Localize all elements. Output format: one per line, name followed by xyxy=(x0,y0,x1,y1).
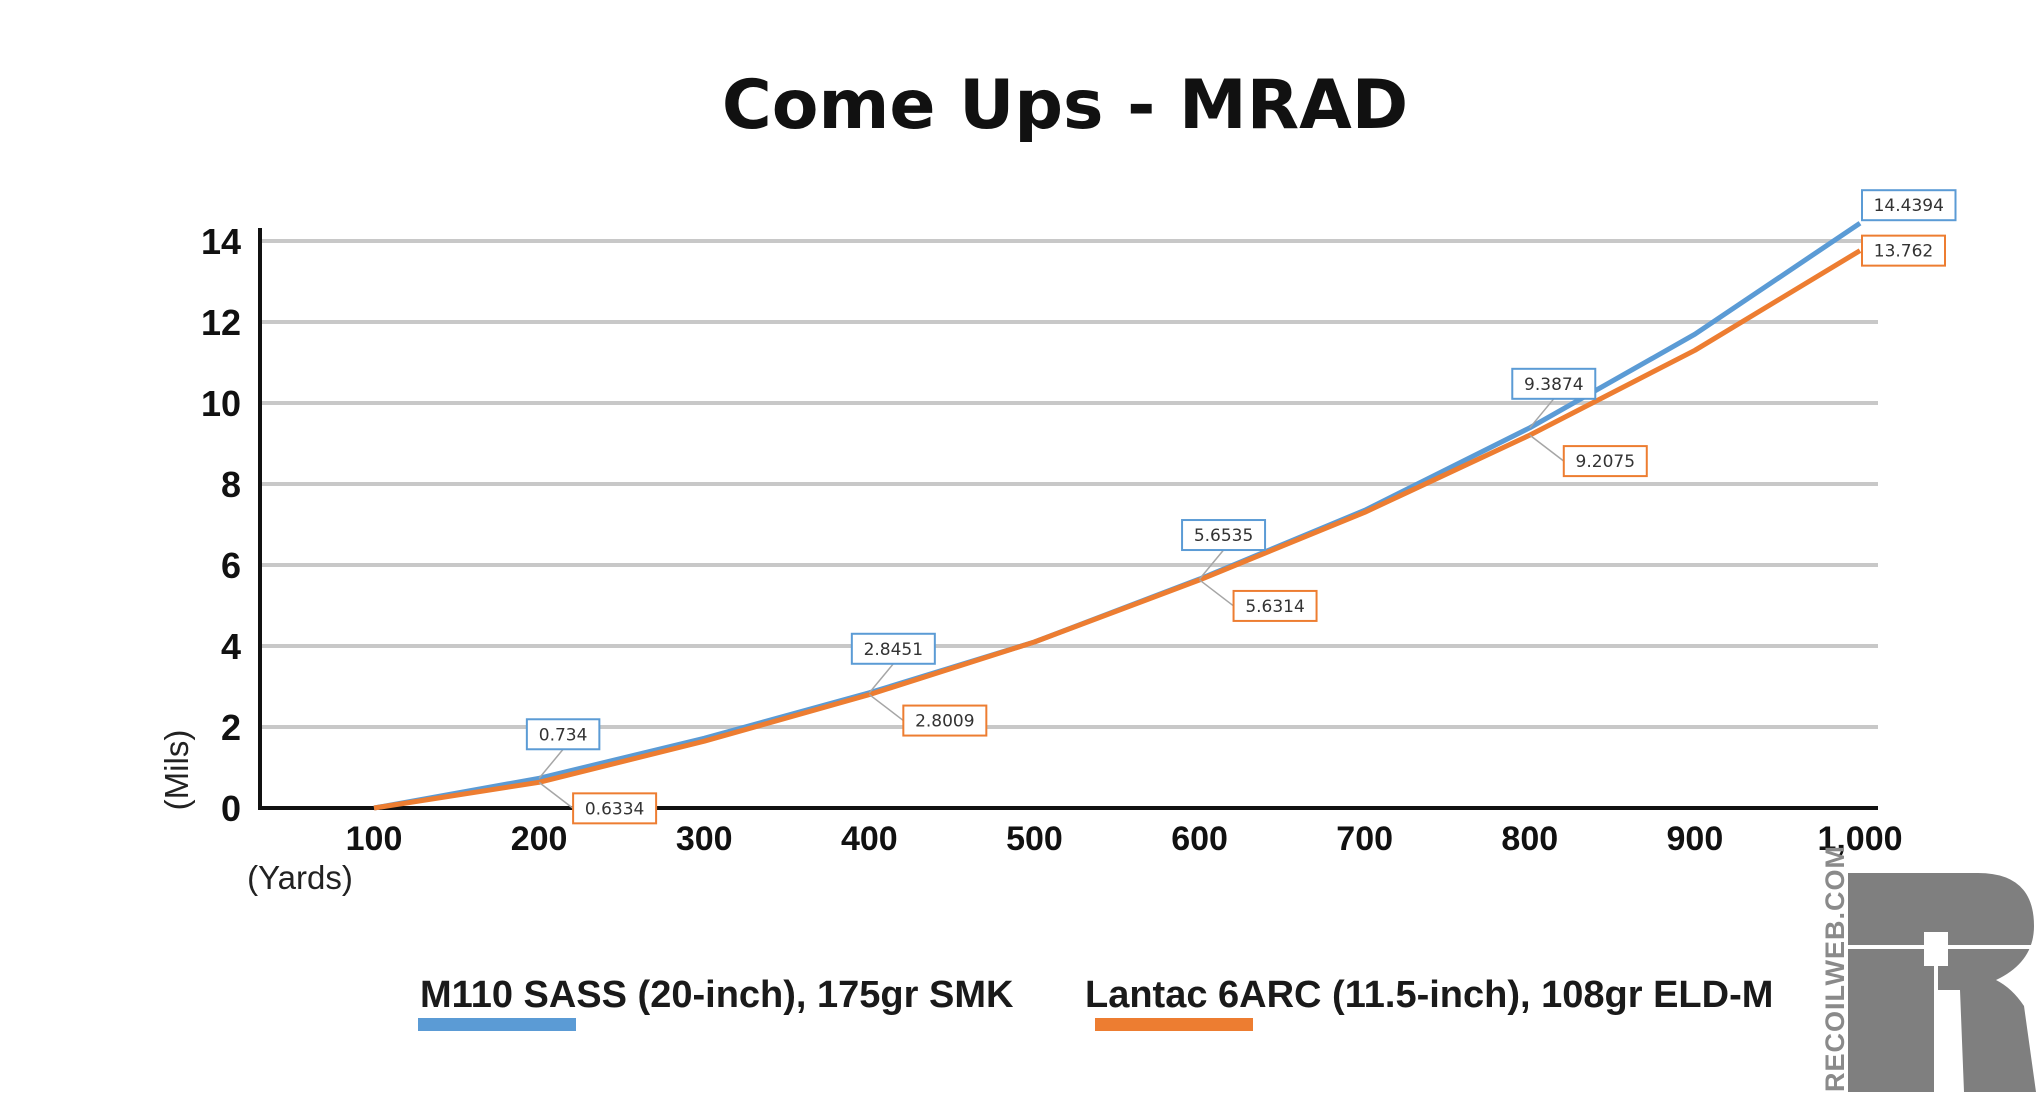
series-line-1 xyxy=(373,248,1862,811)
x-tick-label: 1,000 xyxy=(1817,820,1902,858)
legend-entry-series-1: Lantac 6ARC (11.5-inch), 108gr ELD-M xyxy=(1085,974,1773,1031)
data-labels: 0.734 2.8451 5.6535 9.3874 14.4394 0.6334 2.80… xyxy=(525,189,1957,825)
y-tick-label: 8 xyxy=(221,464,241,505)
y-tick-label: 14 xyxy=(201,221,241,262)
data-label: 2.8009 xyxy=(915,712,974,732)
x-tick-label: 800 xyxy=(1501,820,1558,858)
data-label: 9.3874 xyxy=(1524,375,1583,395)
data-label: 13.762 xyxy=(1874,242,1933,262)
x-tick-labels: 100 200 300 400 500 600 700 800 900 1,000 xyxy=(346,820,1903,858)
data-label: 9.2075 xyxy=(1576,452,1635,472)
x-tick-label: 400 xyxy=(841,820,898,858)
x-tick-label: 300 xyxy=(676,820,733,858)
data-label-box xyxy=(525,718,601,751)
data-label-leader xyxy=(1198,549,1225,580)
y-tick-label: 10 xyxy=(201,383,241,424)
x-axis-label: (Yards) xyxy=(247,859,353,896)
recoilweb-watermark: RECOILWEB.COM xyxy=(1820,845,1850,1092)
x-tick-label: 200 xyxy=(511,820,568,858)
legend-label-series-0: M110 SASS (20-inch), 175gr SMK xyxy=(420,974,1014,1016)
legend-swatch-series-0 xyxy=(418,1018,576,1031)
chart-title: Come Ups - MRAD xyxy=(722,66,1408,145)
data-label: 5.6535 xyxy=(1194,526,1253,546)
data-label-box xyxy=(1861,234,1946,267)
y-axis-label: (Mils) xyxy=(158,730,195,811)
y-tick-label: 2 xyxy=(221,707,241,748)
legend-entry-series-0: M110 SASS (20-inch), 175gr SMK xyxy=(418,974,1014,1031)
y-tick-label: 6 xyxy=(221,545,241,586)
data-label-box xyxy=(1181,519,1267,552)
data-label-leader xyxy=(1199,579,1235,607)
data-label: 14.4394 xyxy=(1874,196,1944,216)
y-tick-label: 4 xyxy=(221,626,241,667)
data-label-leader xyxy=(868,663,894,694)
data-label: 5.6314 xyxy=(1245,597,1304,617)
recoil-r-logo-icon xyxy=(1846,873,2038,1092)
data-label-leader xyxy=(868,693,904,722)
legend-swatch-series-1 xyxy=(1095,1018,1253,1031)
data-label-leader xyxy=(538,748,564,779)
data-label: 0.6334 xyxy=(585,799,644,819)
legend: M110 SASS (20-inch), 175gr SMK Lantac 6A… xyxy=(418,974,1773,1031)
series-lines xyxy=(373,221,1862,811)
grid-lines xyxy=(260,239,1878,729)
legend-label-series-1: Lantac 6ARC (11.5-inch), 108gr ELD-M xyxy=(1085,974,1773,1016)
data-label: 2.8451 xyxy=(864,640,923,660)
data-label-box xyxy=(902,704,988,737)
data-label: 0.734 xyxy=(539,725,588,745)
x-tick-label: 600 xyxy=(1171,820,1228,858)
data-label-box xyxy=(850,632,936,665)
data-label-leader xyxy=(1529,398,1555,429)
x-tick-label: 700 xyxy=(1336,820,1393,858)
y-tick-labels: 0 2 4 6 8 10 12 14 xyxy=(201,221,241,829)
x-tick-label: 900 xyxy=(1667,820,1724,858)
data-label-box xyxy=(1562,445,1648,478)
data-label-box xyxy=(572,792,658,825)
y-tick-label: 12 xyxy=(201,302,241,343)
data-label-leader xyxy=(1529,434,1565,462)
y-tick-label: 0 xyxy=(221,788,241,829)
data-label-box xyxy=(1232,589,1318,622)
data-label-box xyxy=(1511,367,1597,400)
x-tick-label: 100 xyxy=(346,820,403,858)
axes xyxy=(258,228,1878,810)
data-label-leader xyxy=(538,781,574,809)
x-tick-label: 500 xyxy=(1006,820,1063,858)
data-label-box xyxy=(1861,189,1957,222)
recoilweb-logo: RECOILWEB.COM xyxy=(1820,845,2038,1092)
